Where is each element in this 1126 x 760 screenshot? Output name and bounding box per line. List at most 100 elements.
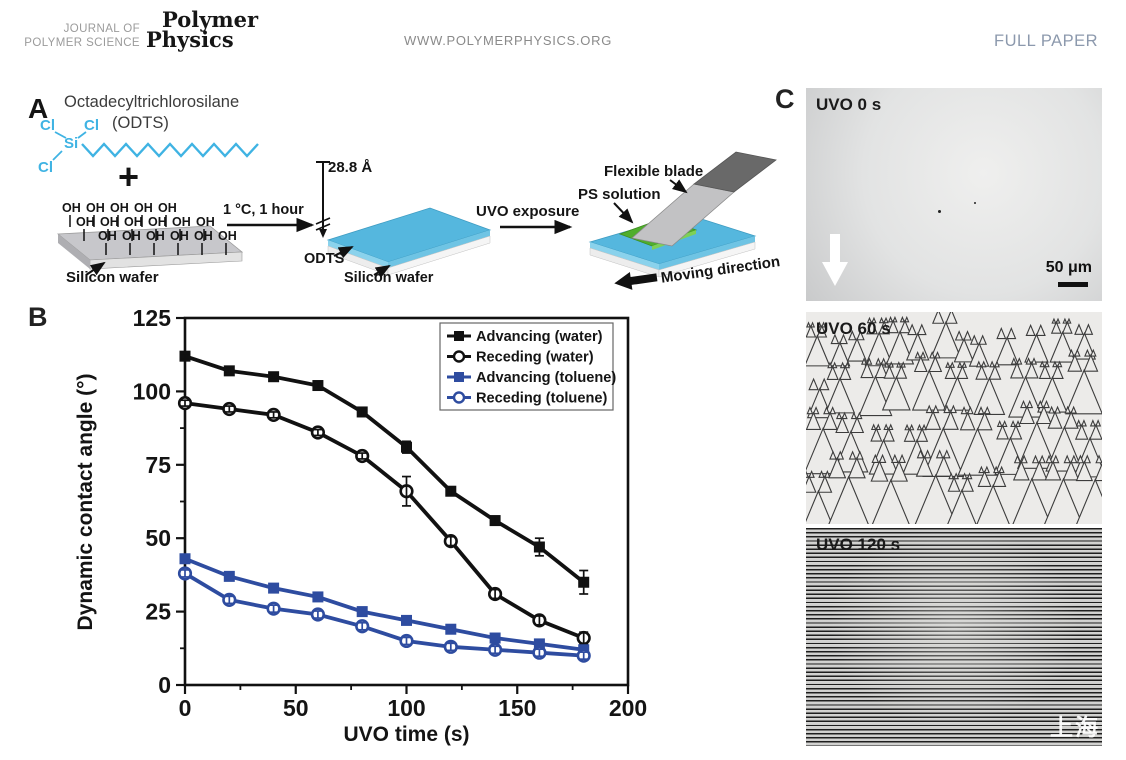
dendrite-triangle (806, 321, 812, 328)
x-tick-label: 200 (609, 695, 647, 721)
dendrite-triangle (830, 333, 840, 345)
dendrite-triangle (993, 465, 1000, 474)
moving-direction-arrow (614, 272, 658, 290)
dendrite-triangle (1048, 405, 1055, 414)
dendrite-triangle (1030, 357, 1038, 365)
dendrite-triangle (1049, 330, 1076, 363)
dendrite-triangle (983, 465, 990, 474)
legend-label: Receding (water) (476, 350, 594, 366)
cl-atom: Cl (84, 117, 99, 134)
dendrite-triangle (1083, 353, 1099, 372)
ps-pointer-arrow (613, 202, 634, 224)
dendrite-triangle (1083, 323, 1094, 335)
dendrite-triangle (1095, 419, 1102, 427)
dendrite-triangle (1024, 333, 1049, 363)
dendrite-triangle (806, 489, 833, 524)
break-mark (315, 223, 331, 231)
wafer-pointer-arrow (85, 261, 106, 276)
oh-group-label: OH (194, 229, 213, 243)
panel-a-label: A (28, 93, 48, 124)
dendrite-triangle (848, 450, 857, 460)
dendrite-triangle (1054, 405, 1061, 414)
dendrite-triangle (1076, 454, 1085, 464)
dendrite-triangle (1072, 331, 1097, 360)
dendrite-triangle (1043, 399, 1050, 409)
dendrite-triangle (856, 411, 863, 420)
dendrite-triangle (1016, 357, 1023, 365)
dendrite-triangle (978, 465, 985, 474)
dendrite-triangle (1094, 462, 1102, 482)
dendrite-triangle (969, 334, 979, 345)
wafer-pointer-arrow-2 (373, 264, 391, 278)
dendrite-triangle (856, 330, 865, 341)
dendrite-triangle (1020, 399, 1027, 409)
molecule-name: Octadecyltrichlorosilane (64, 93, 239, 111)
dendrite-triangle (976, 411, 993, 431)
dendrite-triangle (855, 450, 864, 460)
legend-marker (452, 350, 466, 363)
dendrite-triangle (915, 455, 934, 477)
dendrite-triangle (904, 423, 910, 431)
y-tick-label: 75 (145, 452, 171, 478)
panel-c-label: C (775, 84, 795, 114)
break-mark (315, 217, 331, 225)
x-tick-label: 150 (498, 695, 536, 721)
dendrite-triangle (996, 327, 1007, 340)
dendrite-triangle (808, 377, 819, 391)
dendrite-triangle (957, 427, 998, 476)
journal-name-line1: JOURNAL OF (63, 23, 140, 35)
y-tick-label: 100 (133, 378, 171, 404)
dendrite-triangle (847, 456, 866, 479)
journal-name: JOURNAL OF POLYMER SCIENCE (10, 22, 140, 50)
oh-group-label: OH (86, 201, 105, 215)
dendrite-triangle (924, 410, 942, 430)
oh-group-label: OH (110, 201, 129, 215)
dendrite-triangle (817, 474, 833, 493)
dendrite-triangle (884, 361, 890, 368)
legend-marker (454, 372, 464, 382)
dendrite-triangle (826, 365, 839, 380)
legend-marker (452, 391, 466, 404)
dendrite-triangle (977, 470, 992, 487)
x-tick-label: 50 (283, 695, 309, 721)
dendrite-triangle (1006, 327, 1017, 340)
blade-upper-part (693, 151, 777, 193)
dendrite-triangle (913, 355, 928, 373)
dendrite-triangle (916, 449, 925, 459)
y-tick-label: 50 (145, 525, 171, 551)
dendrite-triangle (806, 427, 843, 475)
dendrite-triangle (996, 419, 1003, 427)
scale-bar-label: 50 μm (1045, 259, 1092, 276)
dendrite-triangle (1044, 477, 1083, 524)
molecule-abbr: (ODTS) (112, 114, 169, 132)
dendrite-triangle (898, 453, 906, 463)
dendrite-triangle (992, 470, 1007, 487)
dendrite-triangle (900, 361, 906, 368)
dendrite-triangle (916, 427, 929, 442)
dendrite-triangle (947, 476, 961, 492)
dendrite-triangle (866, 316, 873, 324)
article-type-badge: FULL PAPER (994, 32, 1099, 50)
micrograph-label: UVO 120 s (816, 535, 901, 554)
dendrite-triangle (953, 337, 975, 363)
micrograph-label: UVO 0 s (816, 95, 882, 114)
dendrite-triangle (973, 376, 1006, 416)
dendrite-triangle (858, 375, 893, 417)
oh-group-label: OH (196, 215, 215, 229)
dendrite-triangle (1045, 454, 1053, 464)
dendrite-triangle (870, 459, 889, 482)
dendrite-triangle (916, 323, 927, 336)
dendrite-triangle (818, 377, 830, 391)
dendrite-triangle (1025, 323, 1036, 337)
dendrite-triangle (954, 330, 964, 341)
dendrite-triangle (887, 319, 899, 334)
dendrite-triangle (977, 405, 985, 415)
dendrite-triangle (1051, 317, 1057, 324)
image-sheen (806, 528, 1102, 746)
dendrite-triangle (871, 453, 880, 463)
plus-sign: + (118, 156, 139, 197)
dendrite-triangle (911, 369, 947, 411)
cl-atom: Cl (38, 159, 53, 176)
